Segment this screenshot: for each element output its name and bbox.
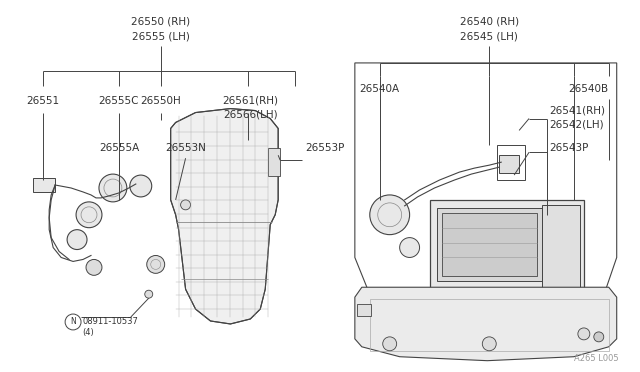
Text: 26566(LH): 26566(LH) <box>223 109 278 119</box>
Text: N: N <box>70 317 76 327</box>
Bar <box>33 178 55 192</box>
Text: 26553N: 26553N <box>165 143 206 153</box>
Text: 08911-10537: 08911-10537 <box>82 317 138 327</box>
Bar <box>442 213 537 276</box>
Text: 26555C: 26555C <box>99 96 139 106</box>
Bar <box>370 299 609 351</box>
Text: 26555 (LH): 26555 (LH) <box>132 31 189 41</box>
Text: A265 L005: A265 L005 <box>574 354 619 363</box>
Circle shape <box>180 200 191 210</box>
Bar <box>542 205 580 289</box>
Text: 26541(RH): 26541(RH) <box>549 106 605 116</box>
Bar <box>438 208 542 281</box>
Text: 26555A: 26555A <box>99 143 139 153</box>
Text: 26561(RH): 26561(RH) <box>222 96 278 106</box>
Circle shape <box>383 337 397 351</box>
Bar <box>429 200 584 289</box>
Circle shape <box>578 328 590 340</box>
Circle shape <box>145 290 153 298</box>
Text: 26550 (RH): 26550 (RH) <box>131 16 190 26</box>
Circle shape <box>483 337 496 351</box>
Text: 26540 (RH): 26540 (RH) <box>460 16 519 26</box>
Text: (4): (4) <box>82 328 94 337</box>
Bar <box>497 145 525 180</box>
Bar <box>499 155 519 173</box>
Text: 26551: 26551 <box>27 96 60 106</box>
Text: 26550H: 26550H <box>140 96 181 106</box>
Circle shape <box>370 195 410 235</box>
Text: 26542(LH): 26542(LH) <box>549 119 604 129</box>
Text: 26553P: 26553P <box>305 143 344 153</box>
Circle shape <box>86 259 102 275</box>
Circle shape <box>399 238 420 257</box>
Polygon shape <box>355 287 617 361</box>
Polygon shape <box>171 109 278 324</box>
Circle shape <box>594 332 604 342</box>
Circle shape <box>67 230 87 250</box>
Text: 26540B: 26540B <box>568 84 609 94</box>
Circle shape <box>76 202 102 228</box>
Text: 26545 (LH): 26545 (LH) <box>460 31 518 41</box>
Bar <box>357 304 371 316</box>
Text: 26543P: 26543P <box>549 143 588 153</box>
Circle shape <box>99 174 127 202</box>
Circle shape <box>147 256 164 273</box>
Circle shape <box>130 175 152 197</box>
Bar <box>268 148 280 176</box>
Text: 26540A: 26540A <box>360 84 400 94</box>
